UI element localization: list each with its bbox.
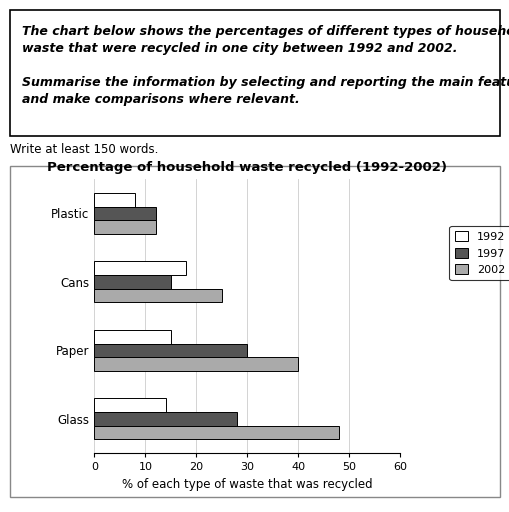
Text: Write at least 150 words.: Write at least 150 words. — [10, 143, 158, 156]
Bar — [94, 289, 221, 303]
Text: The chart below shows the percentages of different types of household
waste that: The chart below shows the percentages of… — [22, 25, 509, 106]
Bar — [94, 344, 247, 357]
Bar — [94, 193, 135, 206]
Bar — [94, 206, 155, 220]
Bar — [94, 275, 171, 289]
Title: Percentage of household waste recycled (1992-2002): Percentage of household waste recycled (… — [47, 161, 446, 174]
Bar — [94, 412, 237, 426]
Bar — [94, 426, 338, 439]
Legend: 1992, 1997, 2002: 1992, 1997, 2002 — [448, 226, 509, 281]
Bar — [94, 398, 165, 412]
Bar — [94, 220, 155, 234]
X-axis label: % of each type of waste that was recycled: % of each type of waste that was recycle… — [122, 478, 372, 490]
Bar — [94, 330, 171, 344]
Bar — [94, 357, 298, 371]
Bar — [94, 261, 186, 275]
